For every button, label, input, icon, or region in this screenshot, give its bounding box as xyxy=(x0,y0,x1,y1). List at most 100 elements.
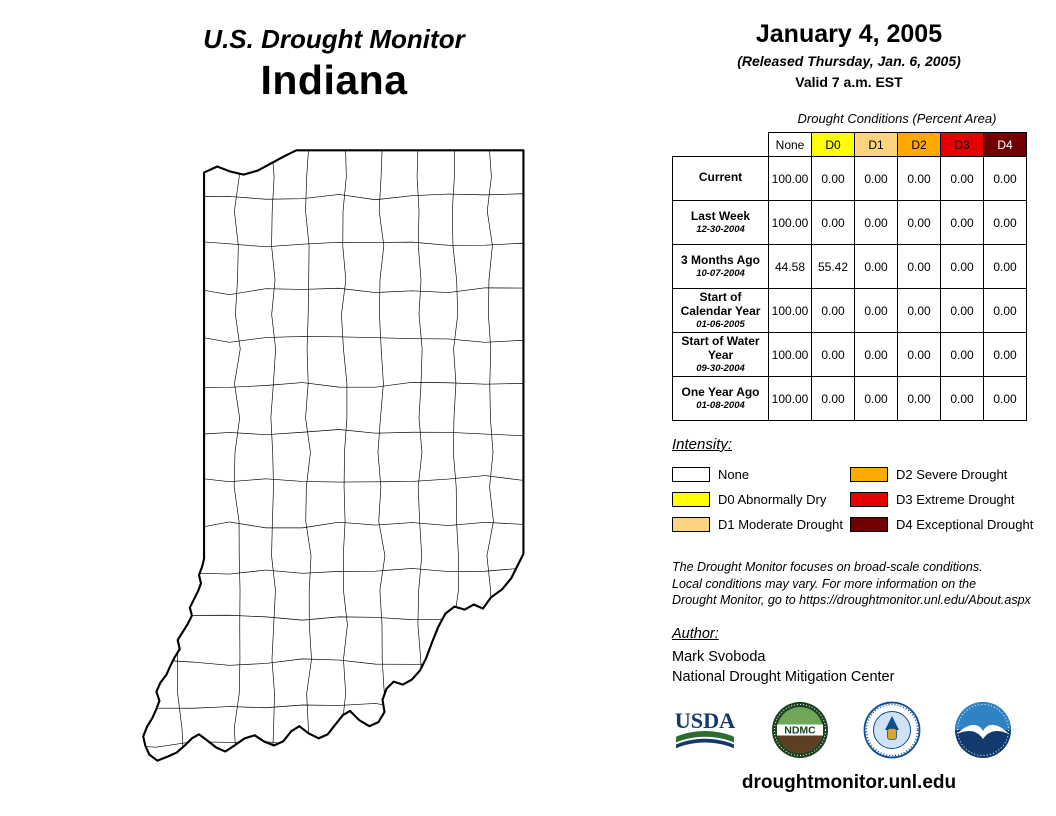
usda-blue-band xyxy=(676,738,734,748)
disclaimer-text: The Drought Monitor focuses on broad-sca… xyxy=(672,559,1044,609)
value-cell: 100.00 xyxy=(768,288,812,333)
legend-swatch-d1 xyxy=(672,517,710,532)
value-cell: 0.00 xyxy=(854,156,898,201)
value-cell: 0.00 xyxy=(854,332,898,377)
ndmc-logo: NDMC xyxy=(772,701,829,758)
map-date: January 4, 2005 xyxy=(755,20,943,48)
legend-item-d3: D3 Extreme Drought xyxy=(850,492,1044,507)
state-name: Indiana xyxy=(260,57,408,103)
table-row-3-months-ago: 3 Months Ago 10-07-2004 44.58 55.42 0.00… xyxy=(672,244,1027,289)
valid-time: Valid 7 a.m. EST xyxy=(795,74,903,90)
legend-label: D1 Moderate Drought xyxy=(718,517,844,532)
col-header-d3: D3 xyxy=(940,132,984,157)
legend-swatch-none xyxy=(672,467,710,482)
col-header-d4: D4 xyxy=(983,132,1027,157)
legend-label: D4 Exceptional Drought xyxy=(896,517,1034,532)
value-cell: 44.58 xyxy=(768,244,812,289)
author-name: Mark Svoboda xyxy=(672,648,766,665)
legend-item-d0: D0 Abnormally Dry xyxy=(672,492,850,507)
value-cell: 0.00 xyxy=(983,288,1027,333)
report-title: U.S. Drought Monitor xyxy=(203,24,465,54)
value-cell: 0.00 xyxy=(983,332,1027,377)
value-cell: 0.00 xyxy=(940,332,984,377)
legend-swatch-d0 xyxy=(672,492,710,507)
value-cell: 0.00 xyxy=(897,288,941,333)
legend-item-d2: D2 Severe Drought xyxy=(850,467,1044,482)
legend-item-none: None xyxy=(672,467,850,482)
table-row-start-water-year: Start of Water Year 09-30-2004 100.00 0.… xyxy=(672,332,1027,377)
ndmc-logo-text: NDMC xyxy=(785,724,817,736)
value-cell: 0.00 xyxy=(940,288,984,333)
release-date: (Released Thursday, Jan. 6, 2005) xyxy=(737,53,961,69)
value-cell: 0.00 xyxy=(854,288,898,333)
row-label: Start of Calendar Year 01-06-2005 xyxy=(672,288,769,333)
legend-item-d1: D1 Moderate Drought xyxy=(672,517,850,532)
title-block: U.S. Drought Monitor Indiana xyxy=(112,24,556,104)
value-cell: 0.00 xyxy=(811,288,855,333)
table-row-start-calendar-year: Start of Calendar Year 01-06-2005 100.00… xyxy=(672,288,1027,333)
value-cell: 0.00 xyxy=(854,376,898,421)
value-cell: 55.42 xyxy=(811,244,855,289)
commerce-eagle xyxy=(884,715,899,730)
intensity-heading: Intensity: xyxy=(672,436,733,453)
disclaimer-line: Drought Monitor, go to https://droughtmo… xyxy=(672,593,1031,607)
legend-label: None xyxy=(718,467,750,482)
value-cell: 0.00 xyxy=(940,200,984,245)
author-organization: National Drought Mitigation Center xyxy=(672,668,895,685)
state-fill xyxy=(143,150,524,761)
value-cell: 0.00 xyxy=(854,244,898,289)
value-cell: 0.00 xyxy=(811,156,855,201)
row-label: Current xyxy=(672,156,769,201)
value-cell: 100.00 xyxy=(768,156,812,201)
right-column: January 4, 2005 (Released Thursday, Jan.… xyxy=(672,20,1044,794)
usda-logo-text: USDA xyxy=(675,708,735,733)
row-label: One Year Ago 01-08-2004 xyxy=(672,376,769,421)
legend-swatch-d4 xyxy=(850,517,888,532)
commerce-shield xyxy=(886,727,897,740)
value-cell: 0.00 xyxy=(983,376,1027,421)
table-corner-cell xyxy=(673,133,769,157)
noaa-gull xyxy=(956,724,1009,739)
indiana-county-map xyxy=(128,146,564,770)
value-cell: 0.00 xyxy=(983,156,1027,201)
table-row-current: Current 100.00 0.00 0.00 0.00 0.00 0.00 xyxy=(672,156,1027,201)
table-header-row: None D0 D1 D2 D3 D4 xyxy=(673,132,1027,157)
legend-label: D2 Severe Drought xyxy=(896,467,1008,482)
noaa-logo xyxy=(954,701,1011,758)
legend-label: D3 Extreme Drought xyxy=(896,492,1015,507)
table-title: Drought Conditions (Percent Area) xyxy=(797,111,997,126)
col-header-none: None xyxy=(768,132,812,157)
value-cell: 0.00 xyxy=(897,156,941,201)
value-cell: 0.00 xyxy=(940,376,984,421)
commerce-seal-logo xyxy=(863,701,921,758)
value-cell: 0.00 xyxy=(897,376,941,421)
drought-conditions-table: None D0 D1 D2 D3 D4 Current 100.00 0.00 … xyxy=(672,132,1027,421)
value-cell: 0.00 xyxy=(983,200,1027,245)
col-header-d0: D0 xyxy=(811,132,855,157)
row-label: Start of Water Year 09-30-2004 xyxy=(672,332,769,377)
usda-green-band xyxy=(676,730,734,743)
drought-monitor-url: droughtmonitor.unl.edu xyxy=(741,771,957,793)
disclaimer-line: The Drought Monitor focuses on broad-sca… xyxy=(672,560,983,574)
col-header-d2: D2 xyxy=(897,132,941,157)
table-row-one-year-ago: One Year Ago 01-08-2004 100.00 0.00 0.00… xyxy=(672,376,1027,421)
value-cell: 100.00 xyxy=(768,376,812,421)
legend-swatch-d3 xyxy=(850,492,888,507)
value-cell: 0.00 xyxy=(940,156,984,201)
row-label: Last Week 12-30-2004 xyxy=(672,200,769,245)
date-block: January 4, 2005 (Released Thursday, Jan.… xyxy=(672,20,1026,90)
value-cell: 0.00 xyxy=(854,200,898,245)
value-cell: 0.00 xyxy=(811,332,855,377)
legend-swatch-d2 xyxy=(850,467,888,482)
value-cell: 0.00 xyxy=(983,244,1027,289)
value-cell: 100.00 xyxy=(768,200,812,245)
value-cell: 0.00 xyxy=(940,244,984,289)
col-header-d1: D1 xyxy=(854,132,898,157)
agency-logos: USDA NDMC xyxy=(672,701,1012,759)
value-cell: 0.00 xyxy=(897,200,941,245)
legend-item-d4: D4 Exceptional Drought xyxy=(850,517,1044,532)
usda-logo: USDA xyxy=(675,708,735,748)
table-row-last-week: Last Week 12-30-2004 100.00 0.00 0.00 0.… xyxy=(672,200,1027,245)
row-label: 3 Months Ago 10-07-2004 xyxy=(672,244,769,289)
